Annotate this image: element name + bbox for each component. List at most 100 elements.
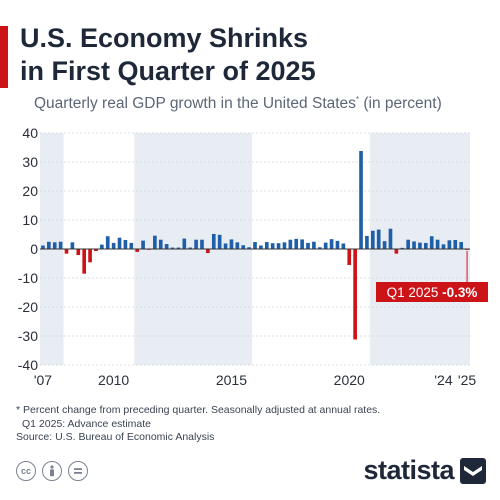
annotation-label: Q1 2025 -0.3% (387, 285, 478, 300)
cc-icon[interactable]: cc (16, 461, 36, 481)
title-line-2: in First Quarter of 2025 (20, 56, 316, 86)
nd-icon[interactable] (68, 461, 88, 481)
title-line-1: U.S. Economy Shrinks (20, 23, 309, 53)
gdp-bar (123, 240, 128, 249)
gdp-bar (423, 242, 428, 249)
gdp-bar (341, 243, 346, 249)
y-tick-label: 20 (22, 183, 38, 199)
gdp-bar (135, 249, 140, 252)
y-tick-label: 40 (22, 125, 38, 141)
gdp-bar (406, 239, 410, 249)
gdp-bar (94, 249, 98, 252)
subtitle-text: Quarterly real GDP growth in the United … (34, 95, 356, 113)
gdp-bar (347, 249, 352, 265)
gdp-bar (412, 241, 416, 249)
subtitle-footnote-mark: * (355, 95, 360, 104)
gdp-bar (282, 242, 287, 249)
gdp-bar (317, 247, 322, 249)
gdp-bar (217, 234, 222, 249)
y-tick-label: 10 (22, 212, 38, 228)
gdp-bar (312, 241, 316, 249)
gdp-bar (223, 243, 228, 249)
gdp-bar (353, 249, 357, 340)
gdp-bar (235, 242, 240, 249)
gdp-bar (70, 242, 75, 249)
chart-title: U.S. Economy Shrinks in First Quarter of… (20, 22, 316, 88)
annotation-box (376, 282, 488, 302)
gdp-bar (253, 242, 257, 249)
gdp-bar (247, 247, 251, 249)
annotation-value: -0.3% (442, 285, 477, 300)
gdp-bar (105, 236, 110, 249)
gdp-bar (176, 247, 181, 249)
gdp-bar (153, 235, 157, 249)
gdp-bar (459, 242, 463, 249)
gdp-bar (441, 244, 446, 249)
footnote: * Percent change from preceding quarter.… (16, 404, 380, 445)
gdp-bar (329, 239, 334, 249)
gdp-bar (276, 243, 281, 249)
gdp-bar (117, 237, 122, 249)
gdp-bar (370, 230, 375, 249)
footnote-line-2: Q1 2025: Advance estimate (22, 417, 151, 430)
gdp-bar (264, 242, 269, 249)
statista-logo[interactable]: statista (363, 455, 486, 486)
gdp-bar (376, 229, 381, 249)
gdp-bar (241, 245, 246, 249)
gdp-bar (435, 239, 440, 249)
gdp-bar (259, 245, 263, 249)
statista-mark-icon (460, 457, 486, 484)
gdp-bar (359, 150, 363, 249)
x-tick-label: 2010 (98, 372, 129, 388)
gdp-bar (129, 242, 134, 249)
by-icon[interactable] (42, 461, 62, 481)
license-icons: cc (16, 461, 88, 481)
gdp-bar (64, 249, 69, 254)
x-tick-label: 2020 (334, 372, 365, 388)
gdp-bar (400, 247, 405, 249)
gdp-bar (394, 249, 399, 254)
brand-name: statista (363, 455, 454, 485)
gdp-bar (382, 241, 387, 249)
gdp-bar (453, 240, 458, 249)
gdp-bar (141, 240, 145, 249)
footnote-line-1: * Percent change from preceding quarter.… (16, 404, 381, 416)
gdp-bar (306, 242, 310, 249)
y-tick-label: 30 (22, 154, 38, 170)
gdp-bar (41, 245, 45, 249)
x-tick-label: '25 (458, 372, 476, 388)
gdp-bar (47, 241, 51, 249)
gdp-bar (100, 244, 104, 249)
gdp-bar (164, 244, 169, 249)
gdp-bar (200, 239, 204, 249)
y-tick-label: -10 (18, 270, 38, 286)
gdp-bar (182, 238, 187, 249)
gdp-bar (388, 228, 393, 249)
annotation-quarter: Q1 2025 (387, 285, 443, 300)
gdp-bar (294, 238, 299, 249)
gdp-bar (270, 243, 275, 249)
gdp-bar (323, 242, 328, 249)
gdp-bar (76, 249, 81, 256)
gdp-bar (82, 249, 87, 274)
title-accent-bar (0, 26, 8, 88)
gdp-bar (88, 249, 92, 263)
gdp-bar (206, 249, 210, 254)
gdp-bar (52, 242, 57, 249)
y-tick-label: -30 (18, 328, 38, 344)
gdp-bar (188, 247, 193, 249)
y-tick-label: 0 (30, 241, 38, 257)
gdp-bar (58, 241, 63, 249)
subtitle-unit: (in percent) (363, 95, 442, 113)
gdp-bar (158, 239, 163, 249)
gdp-bar (300, 239, 304, 249)
x-tick-label: '24 (434, 372, 452, 388)
gdp-bar (447, 240, 452, 249)
gdp-bar (365, 235, 369, 249)
gdp-bar (211, 233, 216, 249)
gdp-bar (429, 236, 434, 249)
gdp-bar (288, 239, 293, 249)
x-tick-label: '07 (34, 372, 52, 388)
y-tick-label: -20 (18, 299, 38, 315)
